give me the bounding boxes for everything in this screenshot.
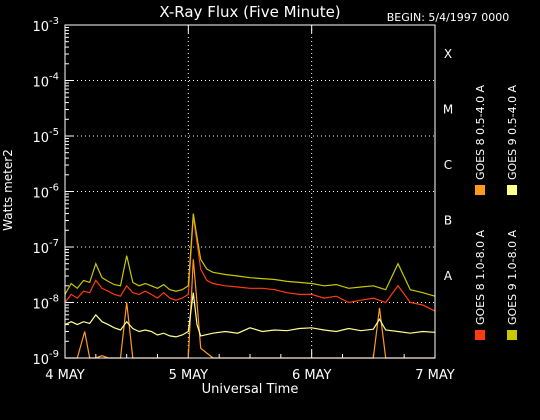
- legend-label-1: GOES 8 0.5-4.0 A: [474, 84, 487, 180]
- legend-swatch-1: [475, 185, 485, 195]
- y-tick-label-6: 10-3: [32, 16, 59, 35]
- x-tick-label-3: 7 MAY: [415, 368, 455, 383]
- flare-class-b: B: [444, 213, 452, 227]
- y-axis-ticks: 10-9 10-8 10-7 10-6 10-5 10-4 10-3: [32, 16, 73, 368]
- x-tick-label-0: 4 MAY: [45, 368, 85, 383]
- legend-label-0: GOES 8 1.0-8.0 A: [474, 229, 487, 325]
- grid-lines: [65, 25, 435, 358]
- y-tick-label-5: 10-4: [32, 72, 59, 91]
- x-tick-label-2: 6 MAY: [292, 368, 332, 383]
- legend-label-3: GOES 9 0.5-4.0 A: [506, 84, 519, 180]
- chart-title: X-Ray Flux (Five Minute): [159, 3, 340, 21]
- series-line-3: [64, 292, 436, 338]
- y-tick-label-0: 10-9: [32, 349, 59, 368]
- y-tick-label-1: 10-8: [32, 294, 59, 313]
- flare-class-labels: A B C M X: [443, 47, 453, 283]
- flare-class-c: C: [444, 158, 452, 172]
- x-axis-ticks: 4 MAY 5 MAY 6 MAY 7 MAY: [45, 25, 455, 383]
- flare-class-a: A: [444, 269, 453, 283]
- plot-frame: [64, 24, 436, 359]
- flare-class-m: M: [443, 102, 453, 116]
- legend-swatch-0: [475, 330, 485, 340]
- y-axis-label: Watts meter2: [1, 149, 15, 231]
- legend: GOES 8 1.0-8.0 A GOES 8 0.5-4.0 A GOES 9 1…: [474, 84, 519, 340]
- y-tick-label-3: 10-6: [32, 183, 59, 202]
- legend-swatch-2: [507, 330, 517, 340]
- x-tick-label-1: 5 MAY: [169, 368, 209, 383]
- y-tick-label-2: 10-7: [32, 238, 59, 257]
- data-series: [64, 213, 436, 359]
- series-line-2: [64, 213, 436, 297]
- x-axis-label: Universal Time: [202, 382, 299, 397]
- legend-swatch-3: [507, 185, 517, 195]
- begin-label: BEGIN: 5/4/1997 0000: [387, 11, 510, 24]
- flare-class-x: X: [444, 47, 452, 61]
- legend-label-2: GOES 9 1.0-8.0 A: [506, 229, 519, 325]
- series-line-0: [64, 216, 436, 312]
- y-tick-label-4: 10-5: [32, 127, 59, 146]
